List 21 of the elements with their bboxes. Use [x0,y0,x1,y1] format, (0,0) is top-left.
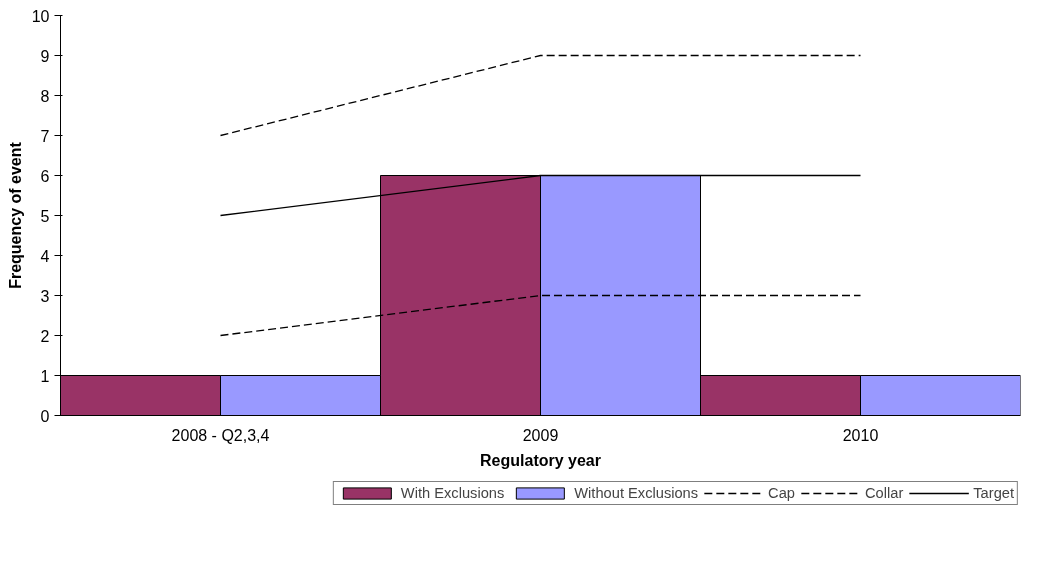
y-tick-label: 8 [40,87,50,105]
y-tick-label: 3 [40,287,50,305]
x-tick-label: 2010 [842,426,879,444]
y-tick-label: 6 [40,167,50,185]
y-tick-label: 5 [40,207,50,225]
legend-label: Collar [864,485,904,501]
y-axis-title: Frequency of event [6,141,24,289]
y-tick-label: 10 [31,7,50,25]
x-tick-label: 2008 - Q2,3,4 [171,426,270,444]
y-tick-label: 4 [40,247,50,265]
legend-label: Cap [768,485,795,501]
y-tick-label: 9 [40,47,50,65]
legend-label: With Exclusions [400,485,505,501]
x-tick-label: 2009 [522,426,559,444]
legend-label: Target [973,485,1014,501]
legend-label: Without Exclusions [574,485,699,501]
y-tick-label: 1 [40,367,50,385]
x-axis-title: Regulatory year [480,451,601,469]
y-tick-label: 0 [40,407,50,425]
y-tick-label: 7 [40,127,50,145]
y-tick-label: 2 [40,327,50,345]
